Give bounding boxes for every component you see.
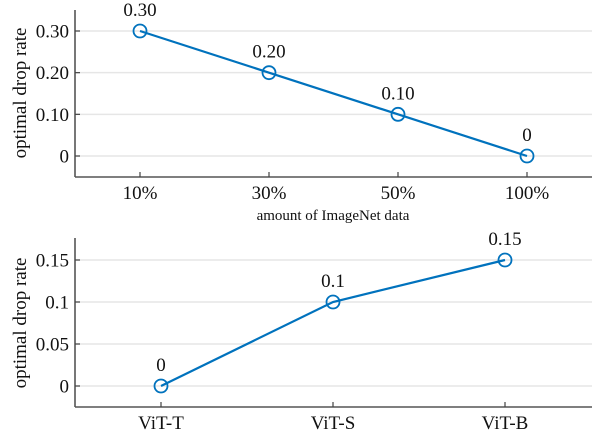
data-point-marker [519, 148, 535, 164]
data-label: 0.1 [321, 271, 345, 292]
data-label: 0.15 [488, 229, 521, 250]
x-tick-label: ViT-B [482, 413, 529, 433]
data-point-marker [153, 378, 169, 394]
y-axis-title: optimal drop rate [10, 28, 31, 159]
x-tick-label: 50% [381, 183, 416, 204]
y-tick-label: 0.10 [36, 105, 69, 126]
series-line [160, 258, 506, 387]
series-line [139, 29, 528, 158]
data-point-marker [390, 106, 406, 122]
y-tick-label: 0.20 [36, 63, 69, 84]
x-tick-label: ViT-T [138, 413, 184, 433]
x-tick-label: 100% [505, 183, 550, 204]
chart-model-size: optimal drop rate 0 0.05 0.1 0.15 ViT-T ViT-S… [10, 229, 592, 433]
x-tick-label: ViT-S [311, 413, 356, 433]
data-label: 0 [156, 355, 166, 376]
data-label: 0.30 [123, 0, 156, 21]
y-tick-label: 0.05 [36, 335, 69, 356]
x-axis-title: amount of ImageNet data [257, 208, 410, 224]
data-point-marker [132, 23, 148, 39]
x-tick-label: 10% [123, 183, 158, 204]
data-point-marker [261, 65, 277, 81]
y-tick-label: 0.15 [36, 251, 69, 272]
data-label: 0.10 [381, 83, 414, 104]
y-tick-label: 0 [60, 147, 70, 168]
data-point-marker [497, 252, 513, 268]
y-tick-label: 0 [60, 377, 70, 398]
y-tick-label: 0.1 [45, 293, 69, 314]
chart-imagenet-data: optimal drop rate amount of ImageNet dat… [10, 0, 592, 224]
y-tick-label: 0.30 [36, 22, 69, 43]
y-axis-title: optimal drop rate [10, 258, 31, 389]
data-label: 0.20 [252, 42, 285, 63]
x-tick-label: 30% [252, 183, 287, 204]
data-label: 0 [522, 125, 532, 146]
data-point-marker [325, 294, 341, 310]
